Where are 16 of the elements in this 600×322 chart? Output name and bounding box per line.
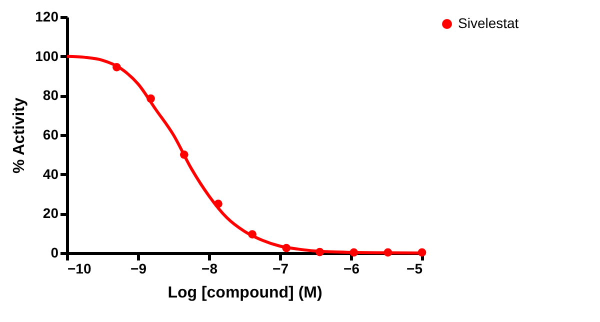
- x-tick-label: −8: [202, 260, 218, 276]
- y-tick-label: 80: [42, 87, 59, 104]
- y-axis-title: % Activity: [11, 97, 28, 174]
- x-axis-title: Log [compound] (M): [168, 284, 322, 302]
- x-tick-label: −7: [272, 260, 289, 276]
- y-tick-label: 120: [35, 8, 59, 24]
- y-tick-label: 20: [42, 205, 59, 222]
- x-tick-label: −5: [406, 260, 423, 276]
- legend-label: Sivelestat: [458, 15, 519, 31]
- x-tick-label: −10: [68, 260, 92, 276]
- y-tick-label: 0: [50, 244, 59, 260]
- x-tick-label: −6: [344, 260, 360, 276]
- y-tick-label: 100: [35, 48, 59, 64]
- x-tick-label: −9: [130, 260, 147, 276]
- y-tick-label: 60: [42, 126, 59, 142]
- y-tick-label: 40: [42, 166, 59, 182]
